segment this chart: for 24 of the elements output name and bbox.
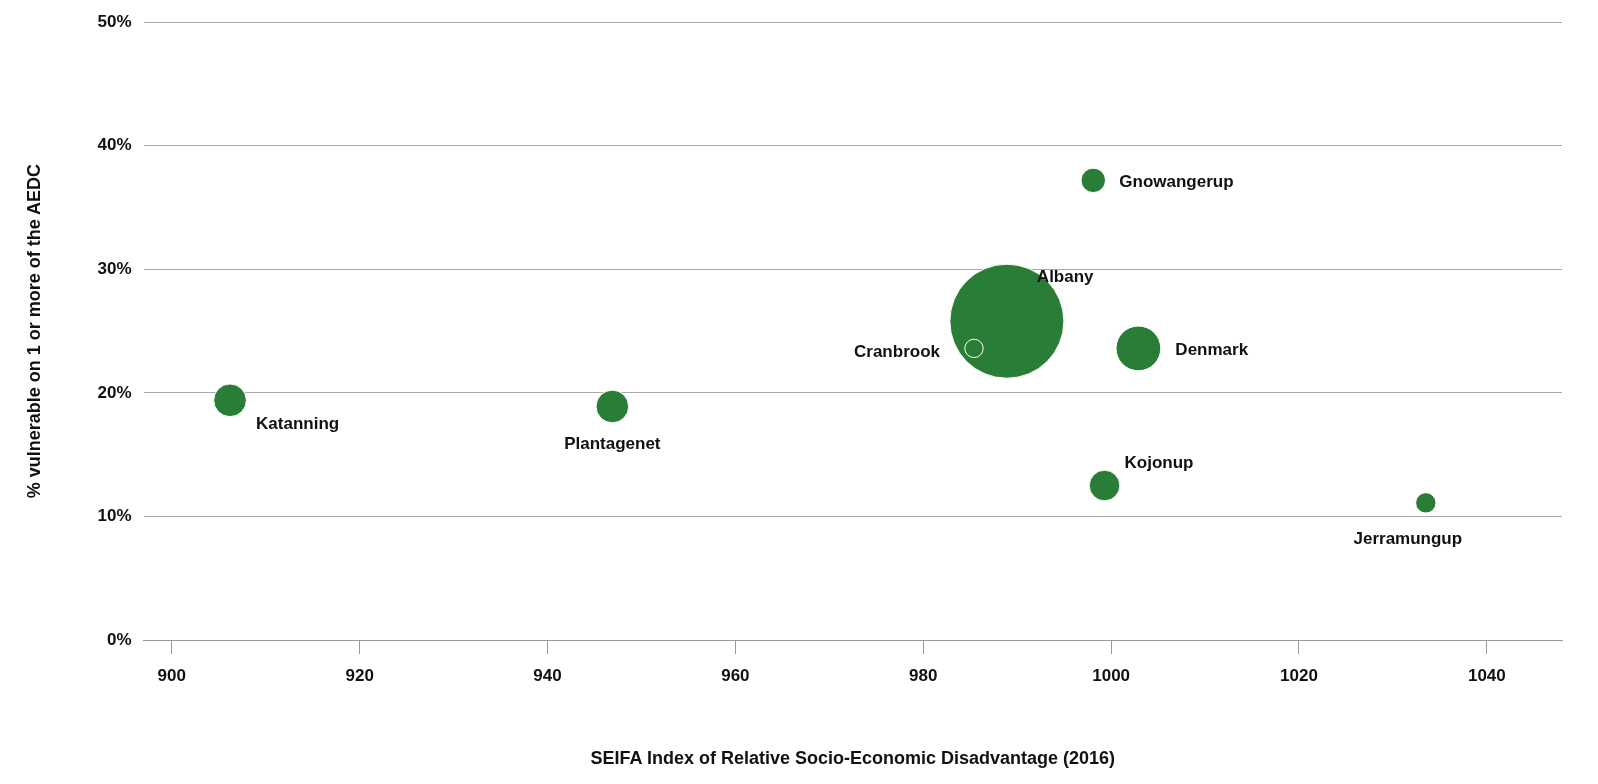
x-tick-label: 900 bbox=[157, 665, 186, 685]
y-tick-label: 20% bbox=[97, 382, 132, 402]
y-tick-label: 50% bbox=[97, 11, 132, 31]
annotation: Albany bbox=[1036, 266, 1095, 286]
annotation: Katanning bbox=[256, 413, 340, 433]
annotation: Kojonup bbox=[1124, 453, 1194, 473]
x-tick-label: 1020 bbox=[1280, 665, 1318, 685]
annotation: Gnowangerup bbox=[1119, 172, 1234, 192]
x-tick-label: 980 bbox=[909, 665, 938, 685]
y-tick-label: 10% bbox=[97, 506, 132, 526]
annotation: Jerramungup bbox=[1353, 528, 1463, 548]
x-tick-label: 920 bbox=[345, 665, 374, 685]
annotation: Cranbrook bbox=[854, 342, 941, 362]
y-tick-label: 30% bbox=[97, 259, 132, 279]
annotation: Denmark bbox=[1175, 340, 1249, 360]
y-tick-label: 0% bbox=[107, 629, 132, 649]
annotation: Plantagenet bbox=[564, 434, 661, 454]
x-tick-label: 940 bbox=[533, 665, 562, 685]
x-axis-title: SEIFA Index of Relative Socio-Economic Disadvantage (2016) bbox=[590, 748, 1116, 769]
y-tick-label: 40% bbox=[97, 135, 132, 155]
x-tick-label: 1040 bbox=[1467, 665, 1506, 685]
x-tick-label: 960 bbox=[721, 665, 750, 685]
x-tick-label: 1000 bbox=[1092, 665, 1131, 685]
y-axis-title: % vulnerable on 1 or more of the AEDC bbox=[23, 163, 44, 499]
